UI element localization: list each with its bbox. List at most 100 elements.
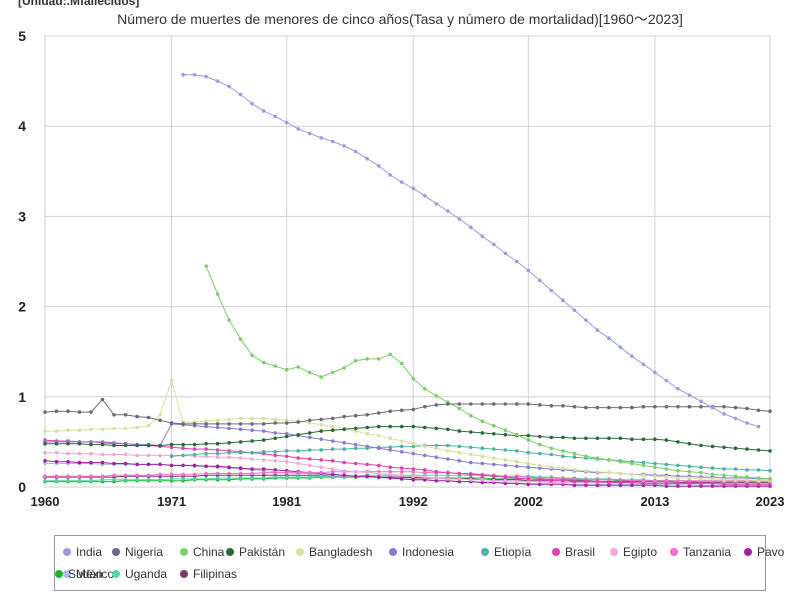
data-point-china [515, 432, 519, 437]
data-point-bangladesh [250, 416, 254, 421]
data-point-nigeria [135, 414, 139, 419]
data-point-india [273, 114, 278, 119]
data-point-pavo [480, 480, 485, 485]
data-point-bangladesh [733, 478, 738, 482]
data-point-pakistan [722, 445, 726, 450]
data-point-bangladesh [526, 461, 531, 466]
data-point-china [676, 469, 680, 473]
series-line-china [205, 265, 771, 480]
data-point-china [584, 454, 588, 459]
data-point-india [411, 186, 416, 191]
data-point-etiopia [330, 447, 335, 451]
data-point-egipto [307, 463, 312, 468]
data-point-tanzania [296, 470, 301, 475]
data-point-brasil [423, 468, 427, 472]
data-point-pavo [250, 467, 254, 471]
legend-label: India [76, 545, 103, 559]
data-point-nigeria [664, 404, 669, 409]
data-point-brasil [204, 447, 208, 451]
data-point-nigeria [169, 421, 174, 425]
x-tick-label: 1971 [157, 494, 186, 509]
data-point-india [687, 393, 692, 397]
data-point-uganda [158, 478, 162, 482]
data-point-china [411, 377, 416, 381]
data-point-india [388, 173, 393, 177]
data-point-india [215, 79, 220, 83]
data-point-etiopia [261, 450, 266, 454]
data-point-bangladesh [653, 474, 657, 479]
data-point-pakistan [756, 448, 761, 452]
data-point-pavo [423, 478, 427, 482]
legend-item-mexico: México [63, 567, 114, 581]
data-point-pakistan [43, 441, 47, 446]
data-point-tanzania [100, 474, 105, 479]
data-point-etiopia [653, 461, 657, 466]
data-point-nigeria [572, 404, 577, 409]
data-point-bangladesh [480, 454, 485, 459]
series-line-bangladesh [45, 378, 770, 482]
data-point-india [250, 101, 254, 106]
legend-label: Uganda [125, 567, 168, 581]
data-point-pavo [330, 472, 335, 477]
data-point-bangladesh [227, 417, 231, 422]
data-point-china [423, 386, 427, 391]
data-point-uganda [123, 478, 128, 482]
data-point-mexico [43, 461, 47, 466]
data-point-india [423, 193, 427, 198]
data-point-uganda [250, 476, 254, 480]
data-point-egipto [399, 473, 404, 478]
data-point-pakistan [664, 438, 669, 442]
data-point-brasil [607, 480, 611, 485]
data-point-pakistan [676, 440, 680, 444]
data-point-india [561, 298, 565, 303]
data-point-tanzania [169, 472, 174, 477]
data-point-pakistan [89, 442, 93, 447]
data-point-uganda [227, 476, 231, 480]
data-point-bangladesh [664, 475, 669, 479]
data-point-pavo [503, 481, 508, 486]
data-point-etiopia [492, 447, 496, 451]
data-point-pakistan [503, 432, 508, 437]
data-point-egipto [503, 478, 508, 483]
data-point-etiopia [733, 467, 738, 471]
data-point-nigeria [54, 409, 59, 414]
data-point-etiopia [353, 446, 358, 451]
data-point-pakistan [192, 442, 197, 447]
data-point-etiopia [561, 454, 565, 459]
data-point-nigeria [618, 405, 623, 410]
data-point-nigeria [630, 405, 634, 410]
legend-label: China [193, 545, 225, 559]
data-point-nigeria [480, 402, 485, 406]
data-point-nigeria [768, 409, 772, 414]
data-point-indonesia [376, 446, 381, 451]
data-point-bangladesh [630, 472, 634, 477]
data-point-nigeria [584, 405, 588, 410]
data-point-indonesia [538, 466, 542, 470]
data-point-china [699, 470, 703, 475]
data-point-pakistan [399, 424, 404, 429]
data-point-china [284, 367, 289, 372]
legend-marker [552, 547, 560, 556]
data-point-egipto [515, 479, 519, 484]
data-point-uganda [89, 478, 93, 483]
data-point-pavo [146, 462, 151, 467]
data-point-tanzania [676, 478, 680, 483]
data-point-egipto [146, 453, 151, 458]
data-point-brasil [630, 480, 634, 485]
data-point-uganda [112, 478, 116, 482]
data-point-pakistan [434, 426, 439, 431]
data-point-pakistan [630, 437, 634, 442]
data-point-pavo [365, 474, 370, 479]
data-point-tanzania [664, 478, 669, 483]
data-point-tanzania [112, 473, 116, 478]
data-point-nigeria [146, 415, 151, 420]
data-point-nigeria [365, 413, 370, 417]
data-point-india [492, 242, 496, 247]
data-point-pavo [261, 467, 266, 471]
x-tick-label: 2002 [514, 494, 543, 509]
legend-marker [180, 569, 188, 578]
series-line-pakistan [45, 426, 771, 452]
data-point-indonesia [250, 428, 254, 433]
data-point-etiopia [446, 443, 450, 448]
legend-marker [55, 569, 63, 578]
